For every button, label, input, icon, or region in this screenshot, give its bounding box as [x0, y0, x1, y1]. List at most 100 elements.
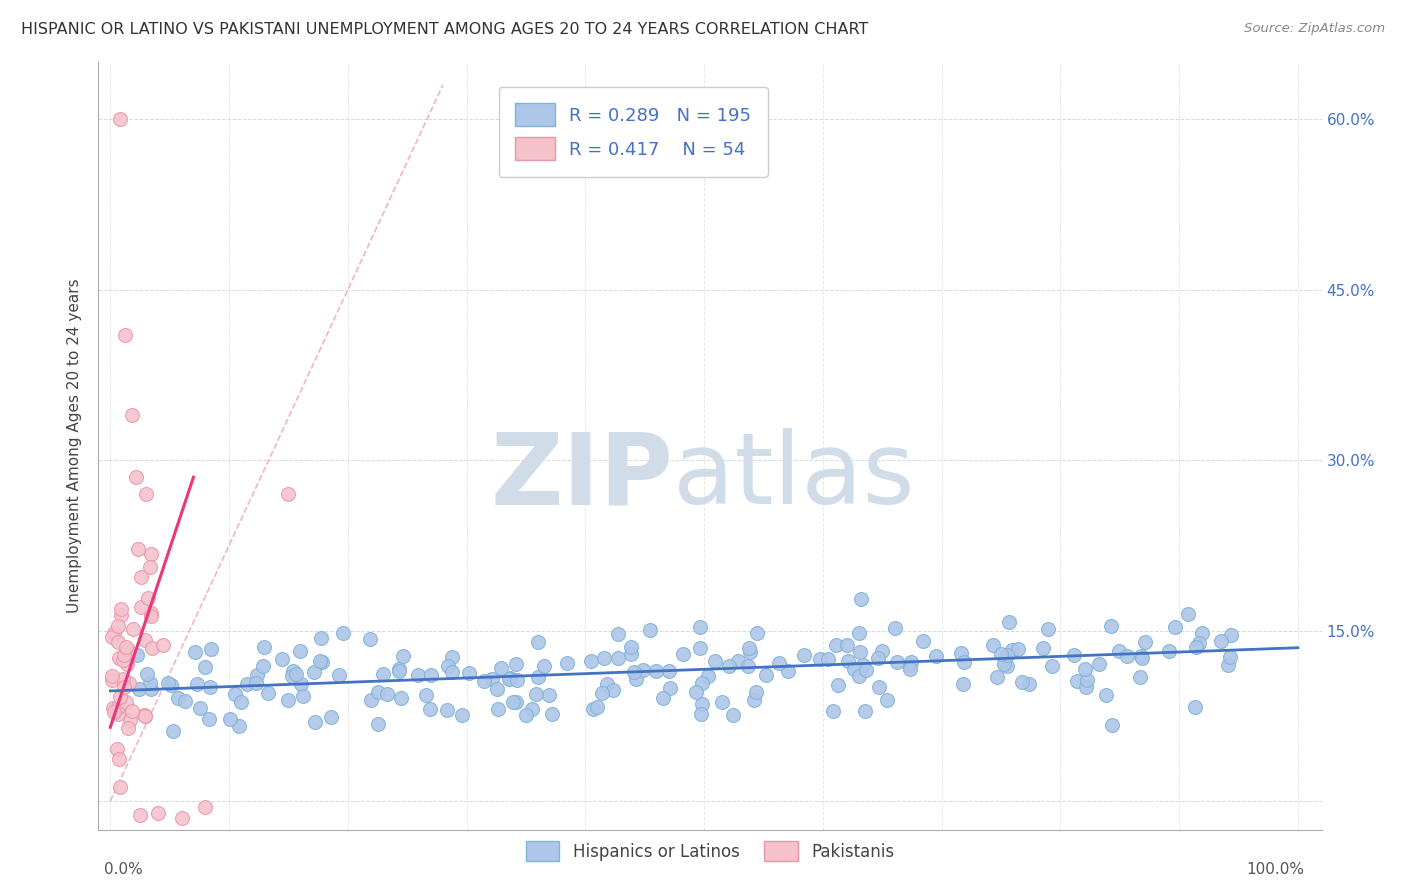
Point — [332, 626, 354, 640]
Point — [139, 676, 162, 690]
Point — [868, 651, 890, 665]
Point — [167, 690, 190, 705]
Point — [252, 658, 274, 673]
Point — [1074, 662, 1097, 676]
Point — [541, 706, 564, 721]
Point — [200, 642, 222, 657]
Legend: Hispanics or Latinos, Pakistanis: Hispanics or Latinos, Pakistanis — [519, 835, 901, 867]
Point — [624, 672, 647, 686]
Point — [135, 487, 157, 501]
Point — [1184, 700, 1206, 714]
Point — [1018, 677, 1040, 691]
Point — [118, 676, 141, 690]
Point — [993, 657, 1015, 671]
Point — [108, 752, 131, 766]
Point — [458, 665, 481, 680]
Point — [593, 651, 616, 665]
Point — [101, 669, 124, 683]
Point — [723, 707, 745, 722]
Point — [367, 717, 389, 731]
Point — [112, 672, 135, 686]
Point — [194, 660, 217, 674]
Point — [690, 675, 713, 690]
Point — [135, 666, 157, 681]
Point — [527, 670, 550, 684]
Point — [849, 644, 872, 658]
Point — [120, 713, 142, 727]
Point — [658, 665, 681, 679]
Point — [170, 811, 193, 825]
Point — [125, 470, 148, 484]
Point — [486, 701, 509, 715]
Point — [505, 657, 527, 671]
Point — [855, 663, 877, 677]
Point — [737, 640, 759, 655]
Point — [302, 665, 325, 680]
Point — [188, 701, 211, 715]
Point — [134, 708, 156, 723]
Point — [103, 625, 125, 640]
Point — [776, 665, 799, 679]
Point — [437, 659, 460, 673]
Point — [309, 654, 332, 668]
Point — [623, 665, 645, 679]
Point — [585, 700, 607, 714]
Point — [1076, 673, 1098, 688]
Point — [110, 608, 132, 623]
Point — [117, 721, 139, 735]
Point — [640, 623, 662, 637]
Point — [104, 702, 127, 716]
Point — [290, 644, 312, 658]
Point — [184, 645, 207, 659]
Point — [114, 695, 136, 709]
Point — [481, 673, 503, 687]
Point — [253, 640, 276, 654]
Point — [505, 695, 527, 709]
Point — [1032, 640, 1054, 655]
Point — [134, 708, 156, 723]
Point — [1219, 650, 1241, 665]
Point — [745, 685, 768, 699]
Point — [953, 656, 976, 670]
Point — [672, 647, 695, 661]
Point — [1101, 718, 1123, 732]
Point — [1130, 650, 1153, 665]
Point — [995, 658, 1018, 673]
Point — [162, 724, 184, 739]
Point — [1063, 648, 1085, 663]
Point — [727, 654, 749, 668]
Point — [127, 541, 149, 556]
Text: 100.0%: 100.0% — [1246, 862, 1303, 877]
Point — [1185, 640, 1208, 654]
Point — [112, 680, 135, 694]
Point — [311, 656, 333, 670]
Point — [949, 646, 972, 660]
Point — [107, 635, 129, 649]
Point — [689, 640, 711, 655]
Point — [602, 683, 624, 698]
Point — [284, 667, 307, 681]
Point — [990, 647, 1012, 661]
Point — [224, 687, 246, 701]
Point — [141, 609, 163, 624]
Point — [1220, 627, 1243, 641]
Point — [360, 632, 382, 646]
Point — [194, 800, 217, 814]
Point — [981, 638, 1004, 652]
Point — [1001, 643, 1024, 657]
Point — [108, 780, 131, 794]
Point — [139, 547, 162, 561]
Point — [392, 648, 415, 663]
Point — [107, 619, 129, 633]
Point — [1099, 619, 1122, 633]
Point — [105, 741, 128, 756]
Point — [110, 690, 132, 705]
Point — [853, 704, 876, 718]
Point — [515, 708, 537, 723]
Point — [1157, 643, 1180, 657]
Point — [121, 408, 143, 422]
Point — [114, 640, 136, 654]
Point — [436, 702, 458, 716]
Point — [491, 661, 513, 675]
Point — [108, 651, 131, 665]
